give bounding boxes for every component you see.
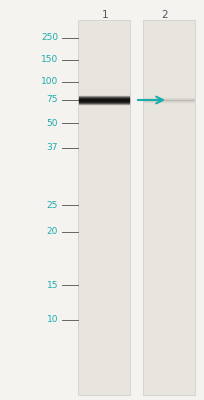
- Text: 100: 100: [41, 78, 58, 86]
- Text: 75: 75: [46, 96, 58, 104]
- Text: 50: 50: [46, 118, 58, 128]
- Text: 20: 20: [46, 228, 58, 236]
- Text: 250: 250: [41, 34, 58, 42]
- Text: 2: 2: [161, 10, 167, 20]
- Text: 150: 150: [41, 56, 58, 64]
- Text: 37: 37: [46, 144, 58, 152]
- Bar: [78, 20, 129, 395]
- Text: 10: 10: [46, 316, 58, 324]
- Text: 25: 25: [46, 200, 58, 210]
- Text: 1: 1: [101, 10, 108, 20]
- Text: 15: 15: [46, 280, 58, 290]
- Bar: [142, 20, 194, 395]
